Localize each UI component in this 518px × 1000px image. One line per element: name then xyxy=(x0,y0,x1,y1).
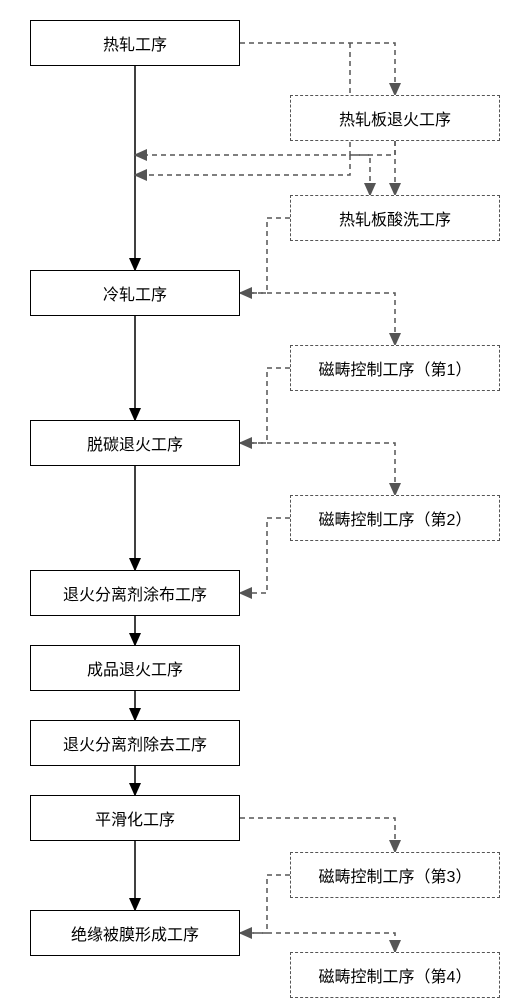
flow-node-n2: 热轧板退火工序 xyxy=(290,95,500,141)
flow-node-n8: 退火分离剂涂布工序 xyxy=(30,570,240,616)
nodes-layer: 热轧工序热轧板退火工序热轧板酸洗工序冷轧工序磁畴控制工序（第1） 脱碳退火工序磁畴… xyxy=(0,0,518,1000)
flow-node-n3: 热轧板酸洗工序 xyxy=(290,195,500,241)
flow-node-n6: 脱碳退火工序 xyxy=(30,420,240,466)
flow-node-n9: 成品退火工序 xyxy=(30,645,240,691)
flow-node-label: 退火分离剂涂布工序 xyxy=(63,581,207,605)
flow-node-n14: 磁畴控制工序（第4） xyxy=(290,952,500,998)
flow-node-label: 热轧工序 xyxy=(103,31,167,55)
flow-node-n12: 磁畴控制工序（第3） xyxy=(290,852,500,898)
flow-node-n4: 冷轧工序 xyxy=(30,270,240,316)
flow-node-n13: 绝缘被膜形成工序 xyxy=(30,910,240,956)
flow-node-label: 热轧板酸洗工序 xyxy=(339,206,451,230)
flow-node-n5: 磁畴控制工序（第1） xyxy=(290,345,500,391)
flow-node-label: 磁畴控制工序（第3） xyxy=(319,863,472,887)
flow-node-n10: 退火分离剂除去工序 xyxy=(30,720,240,766)
flow-node-n11: 平滑化工序 xyxy=(30,795,240,841)
flow-node-label: 绝缘被膜形成工序 xyxy=(71,921,199,945)
flow-node-n7: 磁畴控制工序（第2） xyxy=(290,495,500,541)
flow-node-label: 脱碳退火工序 xyxy=(87,431,183,455)
flow-node-label: 成品退火工序 xyxy=(87,656,183,680)
flow-node-label: 冷轧工序 xyxy=(103,281,167,305)
flow-node-label: 磁畴控制工序（第1） xyxy=(319,356,472,380)
flow-node-label: 热轧板退火工序 xyxy=(339,106,451,130)
flow-node-label: 平滑化工序 xyxy=(95,806,175,830)
flow-node-label: 磁畴控制工序（第4） xyxy=(319,963,472,987)
flow-node-label: 退火分离剂除去工序 xyxy=(63,731,207,755)
flow-node-n1: 热轧工序 xyxy=(30,20,240,66)
flow-node-label: 磁畴控制工序（第2） xyxy=(319,506,472,530)
